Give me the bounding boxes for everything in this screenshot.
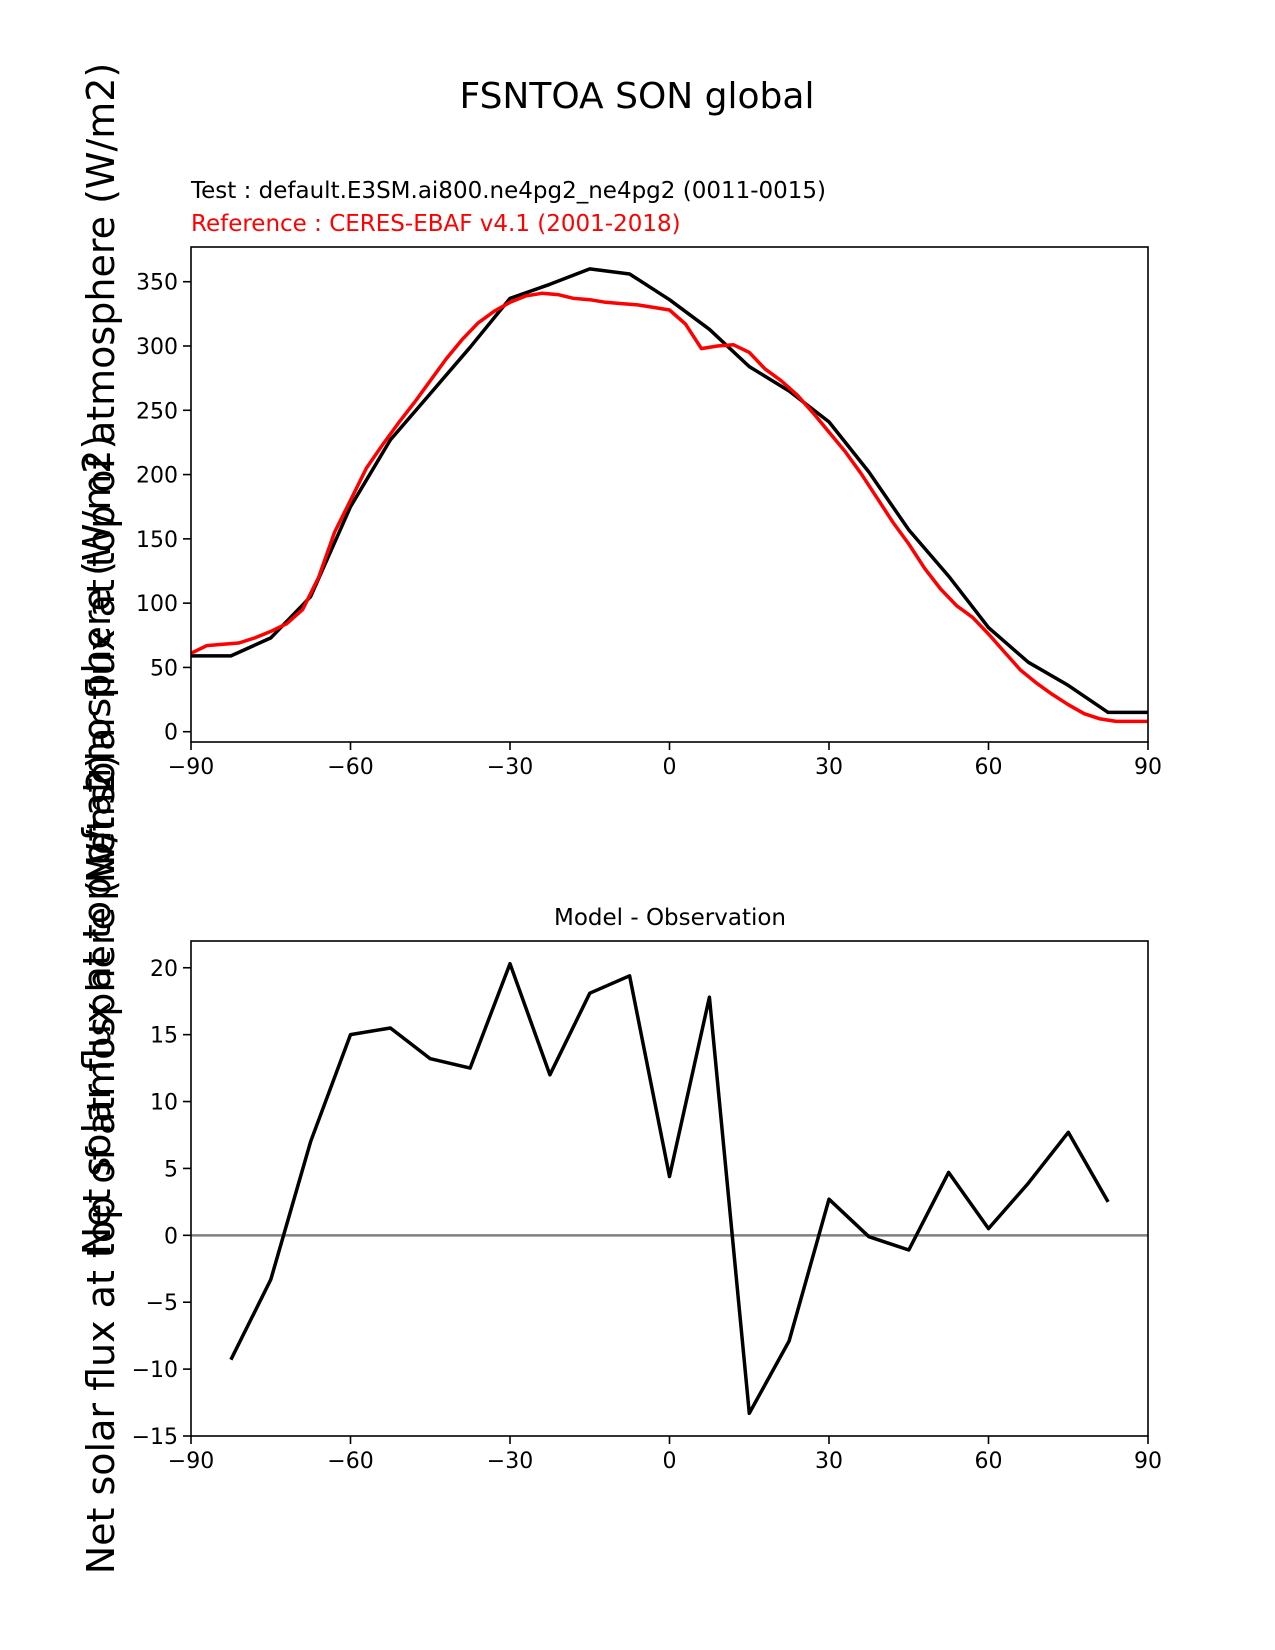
- y-tick-label: 15: [150, 1024, 178, 1049]
- y-tick-label: 100: [136, 592, 178, 617]
- x-tick-label: −30: [487, 1449, 533, 1474]
- reference-series-line: [190, 291, 1148, 724]
- x-tick-label: 30: [815, 755, 843, 780]
- x-tick-label: 60: [975, 755, 1003, 780]
- top-y-axis-label: Net solar flux at top of atmosphere (W/m…: [79, 63, 123, 884]
- x-tick-label: 30: [815, 1449, 843, 1474]
- top-axes: −90 −60 −30 0 30 60 90 0 50 100 150 200 250 300 350: [136, 246, 1162, 780]
- y-tick-label: 0: [164, 1224, 178, 1249]
- figure-title: FSNTOA SON global: [460, 76, 815, 117]
- bottom-axes: −90 −60 −30 0 30 60 90 −15 −10 −5 0 5 10 15 20: [132, 940, 1162, 1474]
- test-label: Test : default.E3SM.ai800.ne4pg2_ne4pg2 …: [190, 178, 826, 204]
- x-tick-label: 90: [1134, 755, 1162, 780]
- y-tick-label: 200: [136, 464, 178, 489]
- y-tick-label: 50: [150, 656, 178, 681]
- y-tick-label: 150: [136, 528, 178, 553]
- y-tick-label: 20: [150, 957, 178, 982]
- y-tick-label: −10: [132, 1358, 178, 1383]
- figure-y-axis-label: Net solar flux at top of atmosphere (W/m…: [75, 435, 119, 1256]
- y-tick-label: 250: [136, 399, 178, 424]
- x-tick-label: 0: [663, 1449, 677, 1474]
- x-tick-label: −30: [487, 755, 533, 780]
- y-tick-label: −15: [132, 1425, 178, 1450]
- y-tick-label: −5: [146, 1291, 178, 1316]
- y-tick-label: 5: [164, 1157, 178, 1182]
- difference-panel-title: Model - Observation: [554, 905, 786, 931]
- x-tick-label: 0: [663, 755, 677, 780]
- x-tick-label: −60: [327, 755, 373, 780]
- test-series-line: [191, 267, 1148, 715]
- y-tick-label: 300: [136, 335, 178, 360]
- bottom-y-axis-label: Net solar flux at top of atmosphere (W/m…: [79, 754, 123, 1575]
- y-tick-label: 0: [164, 721, 178, 746]
- y-tick-label: 10: [150, 1091, 178, 1116]
- x-tick-label: −60: [327, 1449, 373, 1474]
- y-tick-label: 350: [136, 271, 178, 296]
- x-tick-label: 60: [975, 1449, 1003, 1474]
- x-tick-label: −90: [168, 1449, 214, 1474]
- reference-label: Reference : CERES-EBAF v4.1 (2001-2018): [191, 211, 681, 237]
- x-tick-label: 90: [1134, 1449, 1162, 1474]
- bottom-panel: Model - Observation Net solar flux at to…: [79, 754, 1162, 1575]
- x-tick-label: −90: [168, 755, 214, 780]
- diff-series-line: [229, 961, 1110, 1416]
- top-panel: Test : default.E3SM.ai800.ne4pg2_ne4pg2 …: [79, 63, 1162, 884]
